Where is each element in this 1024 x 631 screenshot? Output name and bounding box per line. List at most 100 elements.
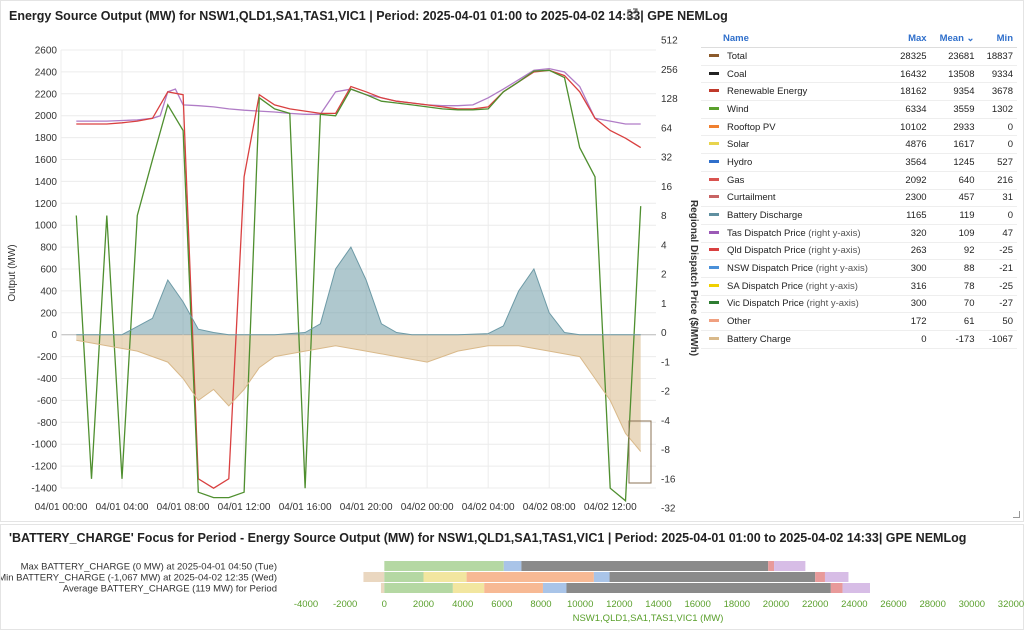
y2-tick-label: 0	[661, 328, 667, 339]
bar-segment	[842, 583, 870, 593]
legend-mean-value: 70	[930, 295, 979, 314]
bar-segment	[423, 572, 467, 582]
bar-segment	[815, 572, 825, 582]
legend-row[interactable]: Tas Dispatch Price (right y-axis) 320 109 4…	[701, 224, 1017, 243]
series-name-text: Rooftop PV	[727, 121, 776, 133]
series-area-3	[76, 247, 641, 335]
legend-swatch	[709, 53, 719, 57]
legend-min-value: 527	[978, 153, 1017, 172]
legend-row[interactable]: Coal 16432 13508 9334	[701, 65, 1017, 84]
y-tick-label: 1400	[35, 177, 58, 188]
left-y-axis: 2600240022002000180016001400120010008006…	[31, 46, 57, 495]
y-tick-label: 2000	[35, 111, 58, 122]
panel-title: Energy Source Output (MW) for NSW1,QLD1,…	[9, 9, 728, 23]
series-name-text: Solar	[727, 139, 750, 151]
series-name-text: Total	[727, 50, 748, 62]
bar-segment	[593, 572, 610, 582]
resize-handle[interactable]	[1013, 511, 1020, 518]
legend-row[interactable]: Hydro 3564 1245 527	[701, 153, 1017, 172]
y-tick-label: 2400	[35, 67, 58, 78]
energy-output-panel: Energy Source Output (MW) for NSW1,QLD1,…	[0, 0, 1024, 522]
stacked-bars	[363, 561, 870, 593]
legend-mean-value: 1245	[930, 153, 979, 172]
series-name-text: Other	[727, 316, 751, 328]
bar-segment	[566, 583, 831, 593]
series-name-text: Gas	[727, 174, 745, 186]
legend-row[interactable]: Renewable Energy 18162 9354 3678	[701, 82, 1017, 102]
series-suffix-text: (right y-axis)	[805, 227, 861, 239]
legend-header-mean[interactable]: Mean ⌄	[930, 31, 979, 48]
series-name-text: Wind	[727, 103, 749, 115]
legend-row[interactable]: Wind 6334 3559 1302	[701, 100, 1017, 119]
series-name-text: Tas Dispatch Price	[727, 227, 806, 239]
legend-row[interactable]: Solar 4876 1617 0	[701, 135, 1017, 155]
legend-series-name: Coal	[701, 65, 893, 84]
bar-segment	[384, 583, 453, 593]
y2-tick-label: -32	[661, 504, 676, 515]
series-suffix-text: (right y-axis)	[803, 280, 858, 292]
bar-segment	[484, 583, 543, 593]
legend-header-min[interactable]: Min	[978, 31, 1017, 48]
legend-swatch	[709, 336, 719, 340]
legend-max-value: 10102	[892, 118, 931, 137]
bar-segment	[768, 561, 775, 571]
legend-row[interactable]: NSW Dispatch Price (right y-axis) 300 88 -2…	[701, 259, 1017, 278]
y2-tick-label: 16	[661, 182, 673, 193]
bar-segment	[384, 572, 424, 582]
panel-title: 'BATTERY_CHARGE' Focus for Period - Ener…	[9, 531, 967, 545]
series-name-text: SA Dispatch Price	[727, 280, 804, 292]
bar-x-tick-label: -4000	[294, 599, 318, 610]
legend-row[interactable]: Rooftop PV 10102 2933 0	[701, 118, 1017, 137]
bar-category-labels: Max BATTERY_CHARGE (0 MW) at 2025-04-01 …	[1, 562, 277, 595]
bar-x-tick-label: 26000	[880, 599, 906, 610]
legend-row[interactable]: SA Dispatch Price (right y-axis) 316 78 -25	[701, 277, 1017, 296]
bar-segment	[542, 583, 567, 593]
y2-tick-label: 64	[661, 123, 673, 134]
legend-header-max[interactable]: Max	[892, 31, 931, 48]
y2-tick-label: 512	[661, 36, 678, 47]
x-tick-label: 04/01 04:00	[96, 502, 149, 513]
series-name-text: Curtailment	[727, 192, 776, 204]
y-tick-label: 200	[40, 308, 57, 319]
x-tick-label: 04/01 08:00	[157, 502, 210, 513]
legend-row[interactable]: Total 28325 23681 18837	[701, 47, 1017, 66]
legend-min-value: 47	[978, 224, 1017, 243]
legend-row[interactable]: Battery Charge 0 -173 -1067	[701, 330, 1017, 349]
legend-row[interactable]: Gas 2092 640 216	[701, 171, 1017, 190]
y-tick-label: -200	[37, 352, 57, 363]
legend-row[interactable]: Other 172 61 50	[701, 312, 1017, 331]
legend-row[interactable]: Vic Dispatch Price (right y-axis) 300 70 -2…	[701, 295, 1017, 314]
series-line-3	[76, 246, 641, 336]
bar-x-tick-label: 28000	[919, 599, 945, 610]
bar-x-tick-label: 8000	[530, 599, 551, 610]
area-series	[76, 247, 641, 452]
legend-mean-value: 457	[930, 189, 979, 208]
battery-charge-focus-panel: 'BATTERY_CHARGE' Focus for Period - Ener…	[0, 524, 1024, 630]
legend-max-value: 300	[892, 259, 931, 278]
external-link-icon[interactable]	[626, 8, 638, 20]
bar-segment	[503, 561, 522, 571]
legend-swatch	[709, 142, 719, 146]
series-suffix-text: (right y-axis)	[803, 298, 859, 310]
y-tick-label: 600	[40, 265, 57, 276]
legend-max-value: 320	[892, 224, 931, 243]
legend-min-value: 216	[978, 171, 1017, 190]
y-tick-label: 1600	[35, 155, 58, 166]
y-tick-label: 2200	[35, 89, 58, 100]
legend-mean-value: 109	[930, 224, 979, 243]
bar-x-tick-label: 0	[382, 599, 387, 610]
legend-max-value: 316	[892, 277, 931, 296]
legend-mean-value: 119	[930, 206, 979, 225]
x-tick-label: 04/01 20:00	[340, 502, 393, 513]
bar-x-tick-label: -2000	[333, 599, 357, 610]
legend-min-value: -25	[978, 242, 1017, 261]
legend-header-name[interactable]: Name	[701, 31, 893, 48]
legend-row[interactable]: Curtailment 2300 457 31	[701, 189, 1017, 208]
legend-row[interactable]: Qld Dispatch Price (right y-axis) 263 92 -2…	[701, 242, 1017, 261]
series-line-0	[76, 67, 641, 125]
legend-series-name: Gas	[701, 171, 893, 190]
bar-x-axis: -4000 -2000 0 2000 4000 6000 8000 10000 12000 140…	[294, 599, 1024, 610]
legend-row[interactable]: Battery Discharge 1165 119 0	[701, 206, 1017, 225]
legend-series-name: Hydro	[701, 153, 893, 172]
legend-max-value: 2092	[892, 171, 931, 190]
